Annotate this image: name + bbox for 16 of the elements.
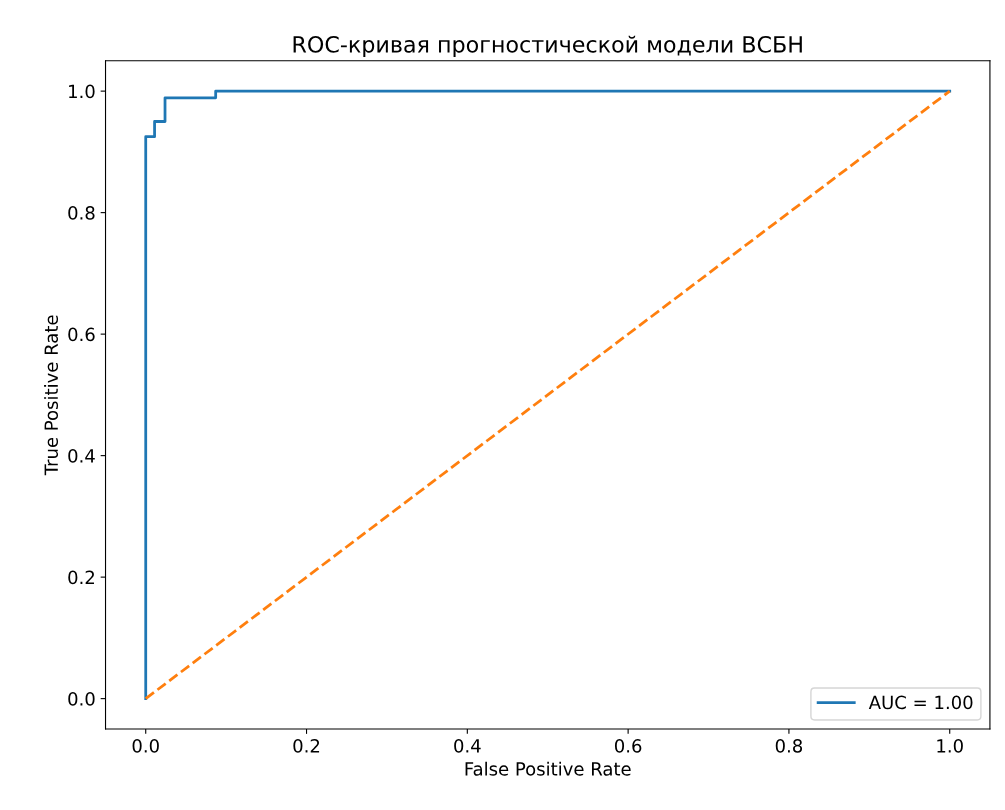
y-tick-label: 0.0 <box>68 692 95 706</box>
chart-title: ROC-кривая прогностической модели ВСБН <box>293 35 802 58</box>
legend-label: AUC = 1.00 <box>868 695 973 710</box>
x-tick-label: 0.8 <box>775 739 803 753</box>
y-tick-label: 0.6 <box>68 327 95 342</box>
x-tick-label: 0.0 <box>132 739 159 753</box>
x-tick-label: 0.4 <box>454 739 481 753</box>
x-tick-label: 0.6 <box>614 739 642 753</box>
y-tick-label: 0.8 <box>68 206 95 220</box>
y-axis-title: True Positive Rate <box>44 315 59 476</box>
x-tick-label: 1.0 <box>937 739 963 753</box>
x-axis-title: False Positive Rate <box>465 761 631 776</box>
y-tick-label: 0.4 <box>68 449 95 463</box>
x-tick-label: 0.2 <box>293 739 320 753</box>
y-tick-label: 0.2 <box>68 570 94 585</box>
y-tick-label: 1.0 <box>69 84 95 99</box>
